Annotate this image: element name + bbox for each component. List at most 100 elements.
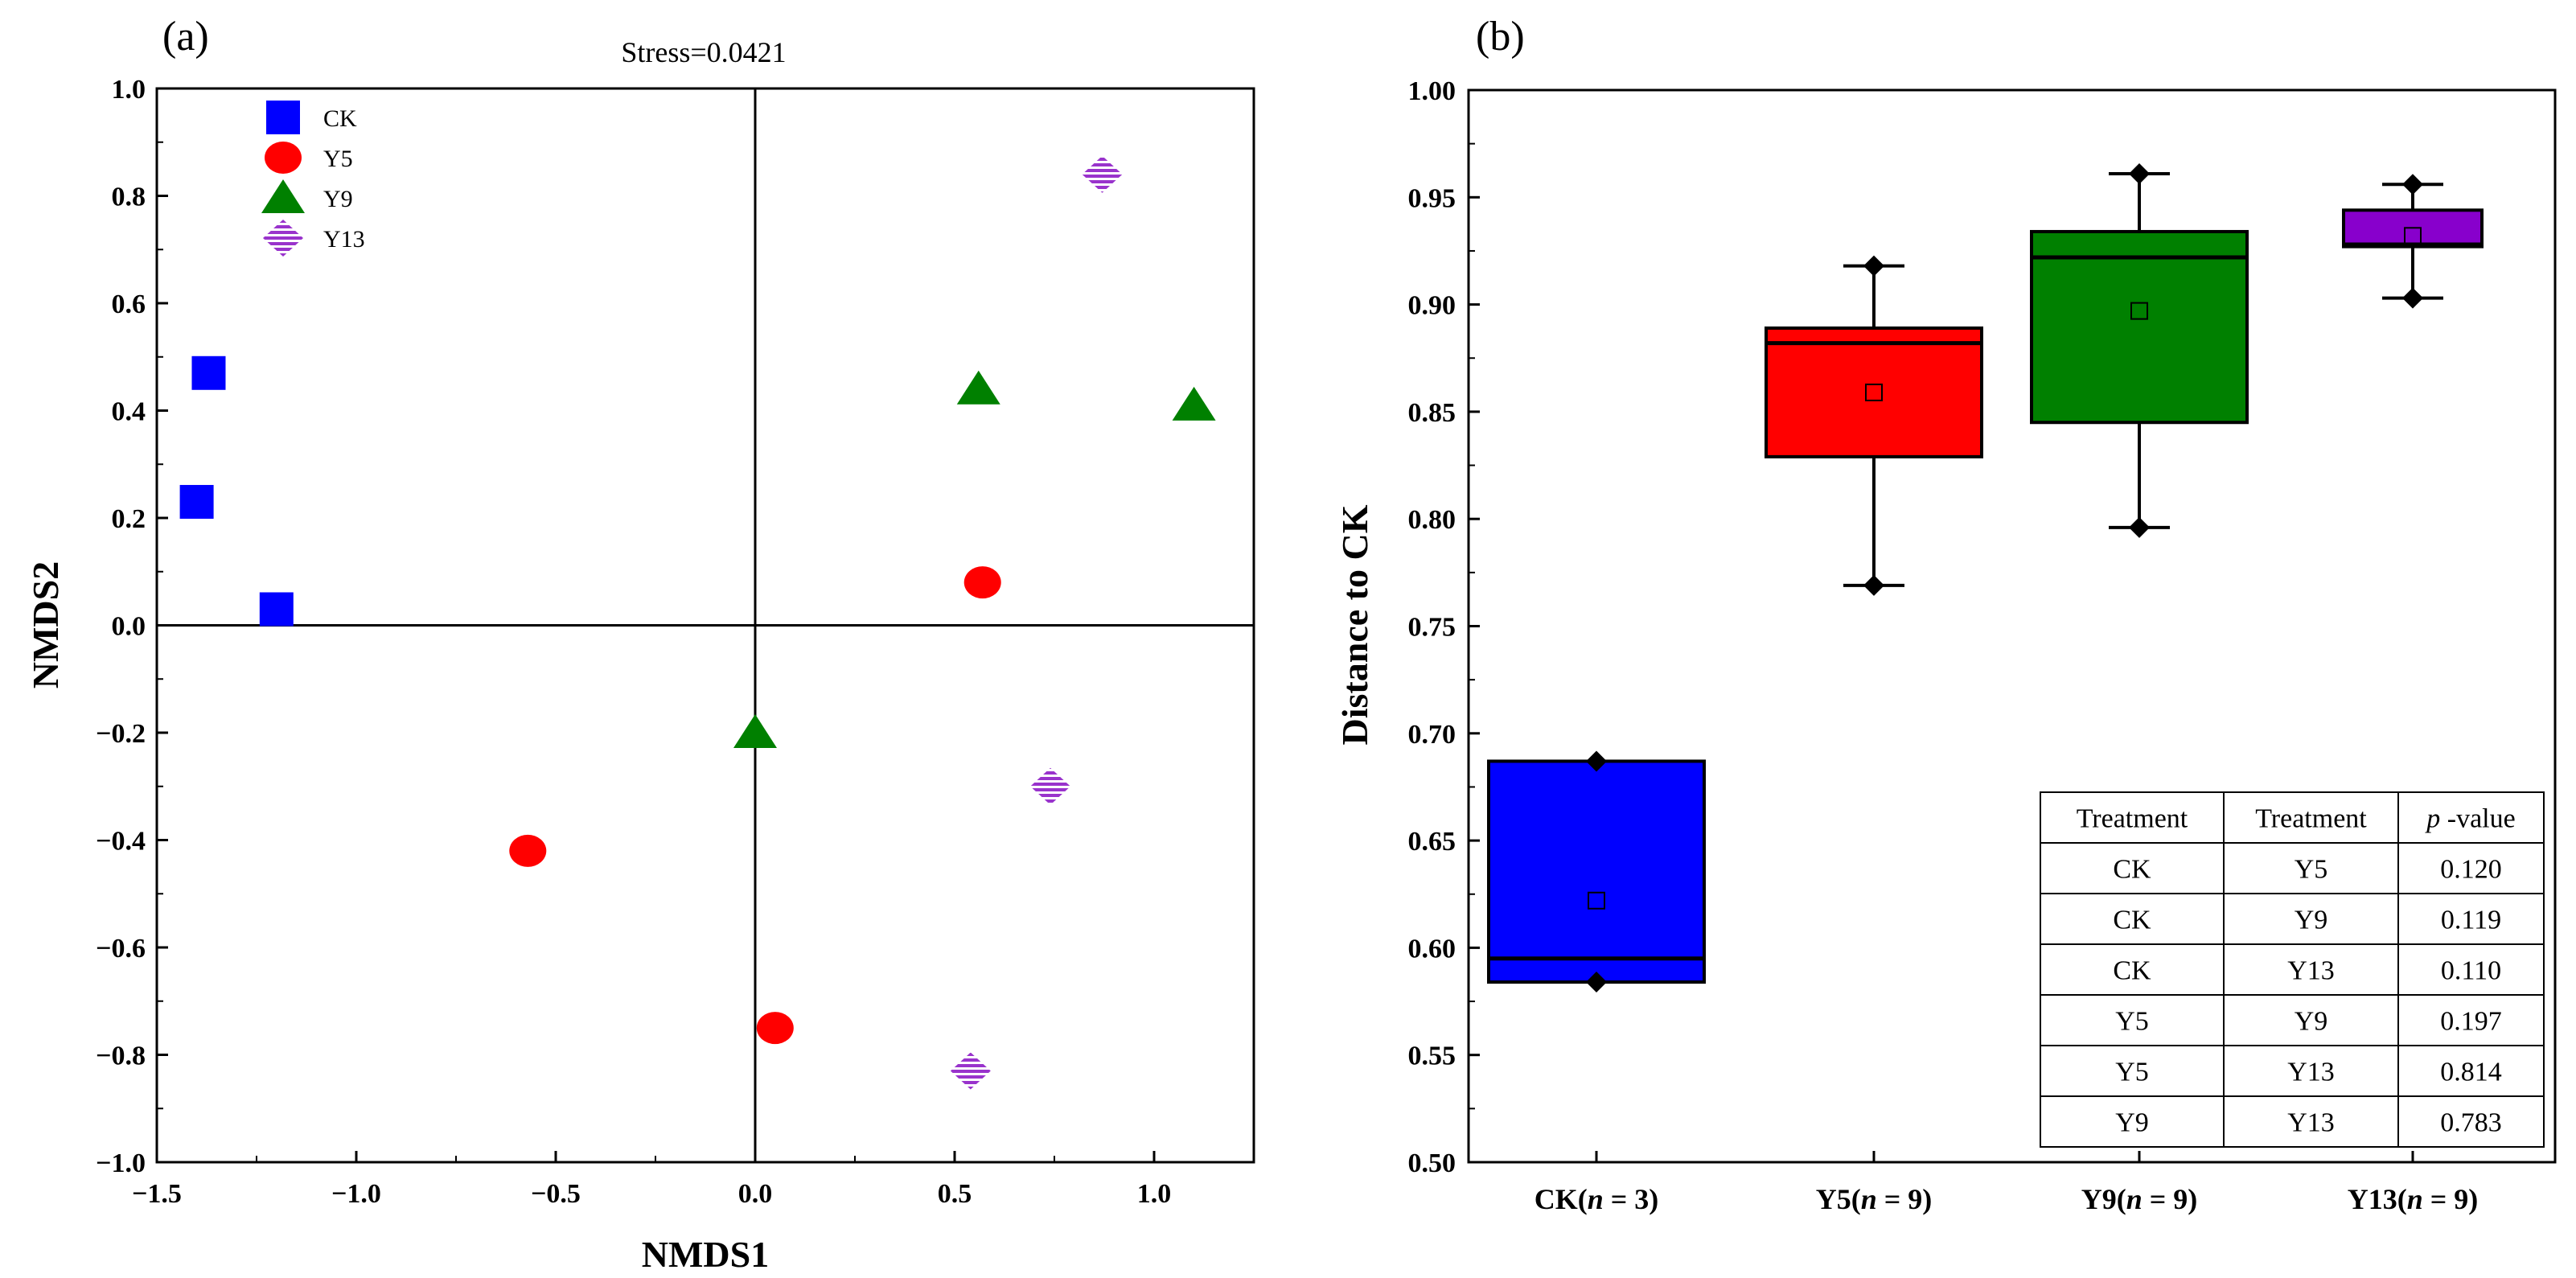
x-tick-label: 0.0 — [738, 1179, 773, 1209]
whisker-end-marker — [2402, 287, 2423, 309]
legend-marker-y9 — [261, 179, 305, 213]
table-frame — [2040, 791, 2545, 1148]
point-y5 — [756, 1012, 794, 1045]
n-value: = 9) — [2143, 1183, 2198, 1215]
x-tick-label: 0.5 — [938, 1179, 972, 1209]
point-y13 — [950, 1052, 991, 1090]
distance-panel: (b) 0.50 0.55 0.60 0.65 0.70 0.75 0.80 0.85 0.90… — [1334, 14, 2557, 1215]
header-text: -value — [2447, 804, 2516, 834]
table-cell: Y9 — [2115, 1108, 2149, 1138]
box-ck — [1487, 750, 1706, 993]
pvalue-table: Treatment Treatment p -value CK Y5 0.120 CK Y9 0… — [2040, 791, 2545, 1148]
y-tick-label: 1.0 — [112, 75, 146, 105]
table-cell: 0.119 — [2441, 906, 2501, 935]
table-cell: 0.120 — [2440, 855, 2502, 885]
y-tick-label: 1.00 — [1408, 76, 1456, 106]
table-header-cell: Treatment — [2255, 804, 2367, 834]
table-cell: Y5 — [2115, 1058, 2149, 1087]
point-y9 — [956, 370, 1000, 405]
point-y9 — [1172, 386, 1216, 421]
box-y5 — [1765, 255, 1983, 596]
point-ck — [191, 355, 226, 390]
mean-marker — [2130, 302, 2148, 320]
y-tick-label: 0.55 — [1408, 1042, 1456, 1071]
n-value: = 9) — [1877, 1183, 1933, 1215]
y-axis-title: NMDS2 — [25, 561, 66, 688]
y-tick-label: 0.95 — [1408, 183, 1456, 213]
table-cell: Y9 — [2295, 906, 2328, 935]
point-y5 — [963, 566, 1001, 599]
category-label-y9: Y9(n = 9) — [2081, 1183, 2198, 1215]
table-header-cell: p -value — [2425, 804, 2515, 834]
point-y13 — [1082, 155, 1123, 193]
mean-marker — [1588, 891, 1605, 910]
box-y13 — [2342, 174, 2484, 309]
nmds-ticks: −1.5 −1.0 −0.5 0.0 0.5 1.0−1.0−0.8−0.6−0.4−0.… — [96, 75, 1254, 1209]
category-name: Y13( — [2348, 1183, 2407, 1215]
y-tick-label: 0.75 — [1408, 613, 1456, 643]
category-labels: CK(n = 3) Y5(n = 9) Y9(n = 9) Y13(n = 9) — [1535, 1183, 2479, 1215]
category-label-ck: CK(n = 3) — [1535, 1183, 1659, 1215]
table-cell: Y5 — [2295, 855, 2328, 885]
whisker-end-marker — [1863, 574, 1884, 596]
y-tick-label: 0.65 — [1408, 827, 1456, 857]
mean-marker — [1865, 383, 1883, 401]
n-symbol: n — [1588, 1183, 1604, 1215]
x-axis-title: NMDS1 — [642, 1234, 769, 1275]
table-cell: Y13 — [2287, 956, 2335, 986]
panel-b-label: (b) — [1476, 14, 1525, 60]
x-tick-label: −1.5 — [132, 1179, 182, 1209]
stress-title: Stress=0.0421 — [621, 36, 786, 68]
y-tick-label: 0.50 — [1408, 1149, 1456, 1178]
whisker-end-marker — [1586, 972, 1607, 993]
table-header-cell: Treatment — [2077, 804, 2188, 834]
category-label-y5: Y5(n = 9) — [1816, 1183, 1933, 1215]
category-name: Y9( — [2081, 1183, 2126, 1215]
n-value: = 3) — [1604, 1183, 1659, 1215]
category-label-y13: Y13(n = 9) — [2348, 1183, 2479, 1215]
whisker-end-marker — [1863, 255, 1884, 277]
box-iqr — [1765, 326, 1983, 458]
legend-label-y9: Y9 — [323, 186, 353, 212]
y-tick-label: 0.60 — [1408, 934, 1456, 964]
nmds-panel: (a) Stress=0.0421 −1.5 −1.0 −0.5 0.0 0.5 1.0 −… — [25, 14, 1255, 1275]
box-iqr — [2030, 229, 2249, 425]
y-tick-label: −1.0 — [96, 1149, 146, 1178]
table-cell: 0.814 — [2440, 1058, 2502, 1087]
y-tick-label: −0.4 — [96, 827, 146, 857]
y-tick-label: −0.8 — [96, 1042, 146, 1071]
legend-label-y13: Y13 — [323, 226, 365, 253]
box-iqr — [1487, 759, 1706, 984]
n-value: = 9) — [2423, 1183, 2479, 1215]
table-cell: CK — [2113, 855, 2151, 885]
table-cell: 0.110 — [2441, 956, 2501, 986]
box-series — [1487, 162, 2484, 993]
table-cell: CK — [2113, 906, 2151, 935]
n-symbol: n — [2407, 1183, 2423, 1215]
point-y13 — [1030, 767, 1071, 805]
n-symbol: n — [2126, 1183, 2143, 1215]
legend-marker-y13 — [263, 220, 303, 257]
table-cell: Y9 — [2295, 1007, 2328, 1037]
nmds-legend: CK Y5 Y9 Y13 — [261, 101, 365, 257]
table-cell: 0.783 — [2440, 1108, 2502, 1138]
legend-label-ck: CK — [323, 105, 357, 132]
x-tick-label: −0.5 — [531, 1179, 581, 1209]
y-tick-label: −0.6 — [96, 934, 146, 964]
legend-marker-y5 — [265, 142, 302, 174]
category-name: CK( — [1535, 1183, 1588, 1215]
whisker-end-marker — [2129, 162, 2150, 184]
panel-a-label: (a) — [162, 14, 209, 60]
whisker-end-marker — [2402, 174, 2423, 195]
category-name: Y5( — [1816, 1183, 1861, 1215]
y-tick-label: −0.2 — [96, 719, 146, 749]
table-cell: Y5 — [2115, 1007, 2149, 1037]
n-symbol: n — [1861, 1183, 1877, 1215]
nmds-points — [179, 155, 1216, 1090]
point-ck — [259, 592, 294, 627]
y-tick-label: 0.90 — [1408, 291, 1456, 321]
y-tick-label: 0.0 — [112, 612, 146, 642]
legend-marker-ck — [266, 101, 300, 134]
y-tick-label: 0.80 — [1408, 505, 1456, 535]
